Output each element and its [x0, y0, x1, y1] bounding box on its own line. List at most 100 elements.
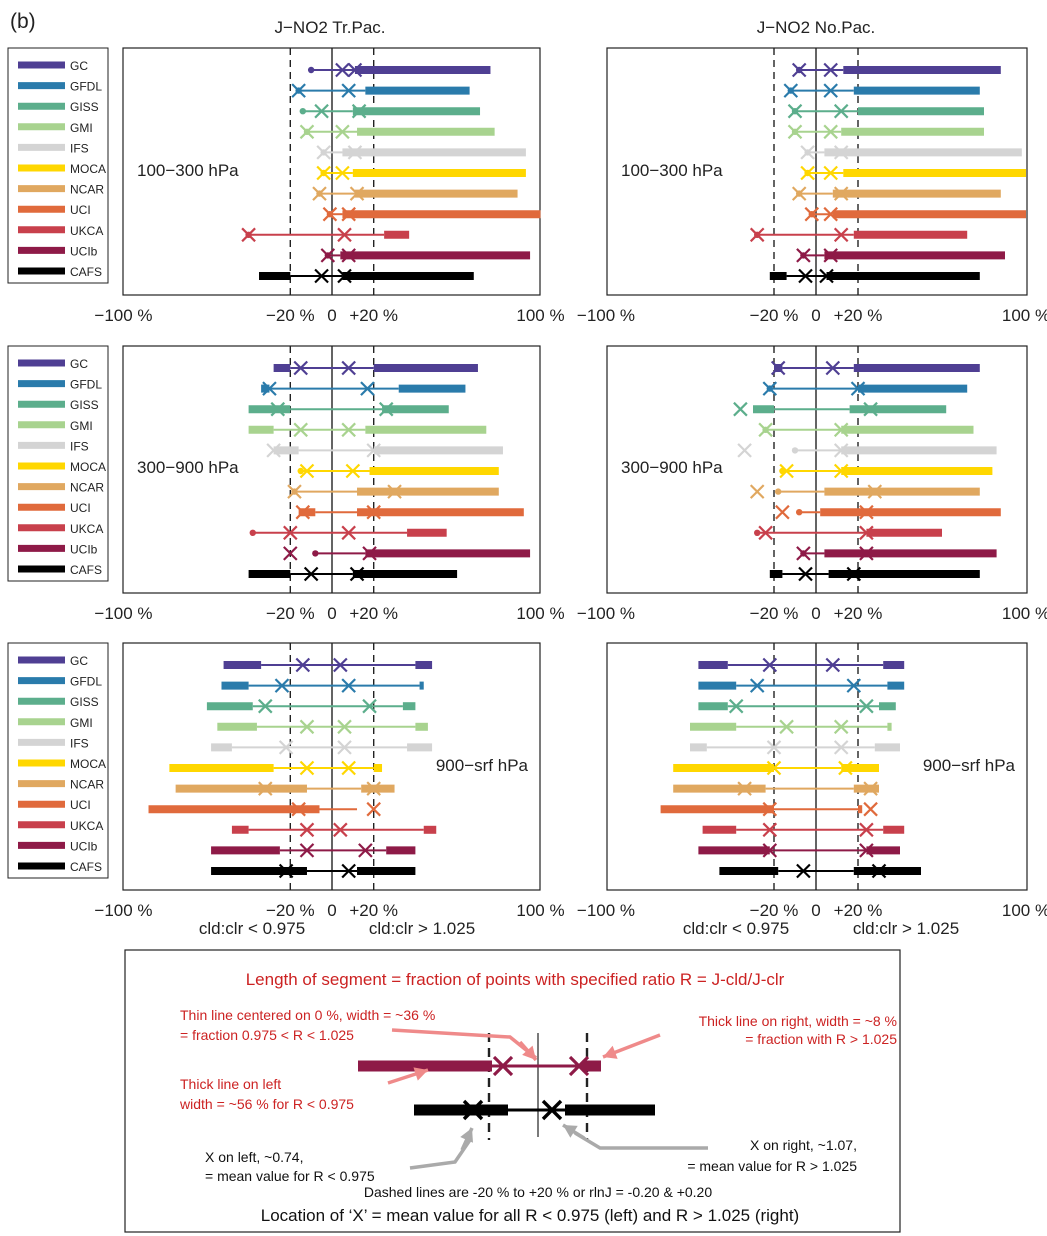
legend-label-cafs: CAFS — [70, 265, 102, 279]
tick-label: 100 % — [1002, 306, 1047, 325]
mean-x-right — [833, 227, 849, 243]
panel-frame — [606, 345, 1028, 594]
legend-label-gc: GC — [70, 654, 88, 668]
arrow-gray-right-head — [563, 1125, 578, 1138]
left-end-dot — [299, 108, 307, 115]
mean-x-left-b — [762, 822, 778, 838]
bar-giss — [248, 401, 449, 417]
mean-x-right-b — [867, 484, 883, 499]
mean-x-left-b — [796, 546, 811, 561]
mean-x-right — [823, 62, 838, 78]
legend-label-ukca: UKCA — [70, 522, 103, 536]
mean-x-left-b — [295, 657, 311, 673]
mean-x-right-b — [366, 781, 381, 796]
mean-x-left — [262, 381, 277, 396]
mean-x-left — [314, 103, 329, 119]
mean-x-right — [366, 801, 381, 817]
mean-x-right — [341, 678, 356, 693]
mean-x-left — [770, 360, 786, 376]
mean-x-left-b — [804, 206, 820, 222]
mean-x-left-b — [791, 62, 807, 78]
mean-x-right — [825, 360, 841, 376]
bar-ukca — [231, 822, 437, 838]
mean-x-left — [291, 801, 306, 817]
mean-x-right-b — [341, 248, 356, 263]
mean-x-left-b — [295, 504, 311, 520]
mean-x-right — [850, 381, 866, 396]
key-xleft-note-2: = mean value for R < 0.975 — [205, 1168, 375, 1184]
mean-x-left — [733, 401, 748, 417]
mean-x-left-b — [258, 781, 273, 796]
mean-x-right — [337, 719, 352, 735]
mean-x-left — [804, 206, 820, 222]
mean-x-right — [863, 781, 878, 796]
mean-x-left-b — [314, 268, 329, 284]
legend-label-gc: GC — [70, 59, 88, 73]
row-label: 300−900 hPa — [621, 458, 723, 477]
mean-x-right-b — [341, 422, 356, 438]
mean-x-left-b — [749, 227, 765, 243]
arrow-gray-left — [460, 1127, 474, 1151]
mean-x-left — [266, 443, 281, 458]
mean-x-left — [796, 546, 811, 561]
legend-label-moca: MOCA — [70, 460, 106, 474]
mean-x-left-b — [299, 760, 315, 776]
mean-x-right-b — [341, 206, 356, 222]
arrow-right — [602, 1033, 661, 1059]
row-label: 900−srf hPa — [436, 756, 529, 775]
mean-x-right — [333, 657, 348, 673]
bar-ncar — [749, 484, 980, 499]
mean-x-right-b — [833, 463, 849, 479]
key-left-note-1: Thick line on left — [180, 1076, 281, 1092]
mean-x-left-b — [322, 206, 338, 222]
mean-x-right — [341, 248, 356, 263]
bar-ukca — [241, 227, 410, 243]
row-label: 100−300 hPa — [621, 161, 723, 180]
tick-label: −100 % — [577, 604, 635, 623]
bar-ncar — [673, 781, 879, 796]
bar-ucib — [211, 843, 416, 858]
bar-giss — [206, 698, 416, 714]
mean-x-right — [859, 546, 874, 561]
mean-x-right — [833, 422, 849, 438]
bar-gc — [223, 657, 433, 673]
mean-x-left-b — [762, 381, 778, 396]
mean-x-right — [349, 186, 365, 201]
mean-x-right — [833, 145, 849, 160]
mean-x-right-b — [341, 525, 356, 541]
bar-cafs — [769, 566, 980, 582]
mean-x-right-b — [859, 546, 874, 561]
mean-x-right-b — [349, 186, 365, 201]
mean-x-right-b — [846, 566, 862, 582]
mean-x-right — [863, 401, 878, 417]
mean-x-left-b — [766, 760, 782, 776]
mean-x-right — [823, 248, 838, 263]
bottom-right-label: cld:clr > 1.025 — [369, 919, 475, 938]
bar-uci — [295, 504, 524, 520]
mean-x-left-b — [762, 657, 778, 673]
key-example-x-right — [568, 1055, 590, 1077]
explanation-key: Length of segment = fraction of points w… — [124, 949, 901, 1233]
arrow-gray-left-head — [460, 1128, 473, 1143]
tick-label: −100 % — [577, 901, 635, 920]
mean-x-left-b — [299, 463, 315, 479]
mean-x-left-b — [291, 801, 306, 817]
bar-gc — [307, 62, 491, 78]
mean-x-right — [833, 463, 849, 479]
mean-x-right-b — [823, 62, 838, 78]
mean-x-left — [293, 360, 309, 376]
tick-label: −20 % — [266, 901, 315, 920]
panel-1-1: −100 % −20 % 0 +20 % 100 % 300−900 hPa — [577, 345, 1047, 623]
mean-x-left-b — [283, 525, 298, 541]
bar-ifs — [211, 740, 433, 755]
tick-label: 0 — [327, 306, 336, 325]
mean-x-left — [787, 103, 803, 119]
mean-x-right-b — [360, 381, 375, 396]
bar-ncar — [791, 186, 1001, 201]
mean-x-right-b — [859, 525, 874, 541]
bar-ucib — [283, 546, 531, 561]
bar-uci — [804, 206, 1026, 222]
mean-x-right-b — [833, 443, 849, 458]
tick-label: 100 % — [516, 604, 564, 623]
column-title-right: J−NO2 No.Pac. — [757, 18, 876, 37]
